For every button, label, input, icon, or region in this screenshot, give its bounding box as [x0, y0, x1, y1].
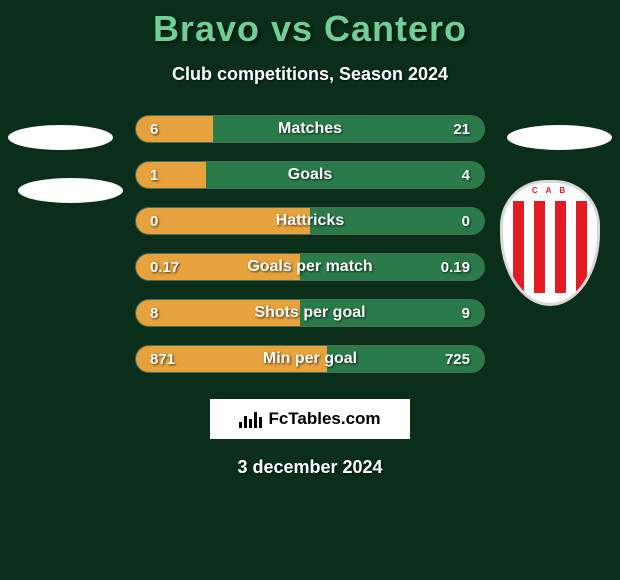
stat-label: Goals — [136, 166, 484, 184]
stat-row: 871725Min per goal — [135, 345, 485, 373]
stat-label: Shots per goal — [136, 304, 484, 322]
stat-label: Goals per match — [136, 258, 484, 276]
chart-bars-icon — [239, 410, 262, 428]
branding-badge: FcTables.com — [210, 399, 410, 439]
stat-label: Hattricks — [136, 212, 484, 230]
page-title: Bravo vs Cantero — [0, 0, 620, 50]
stat-row: 14Goals — [135, 161, 485, 189]
stat-label: Min per goal — [136, 350, 484, 368]
team-crest-right: C A B — [500, 180, 600, 306]
player-avatar-left — [18, 178, 123, 203]
crest-stripes — [513, 201, 587, 293]
stat-row: 621Matches — [135, 115, 485, 143]
stat-row: 89Shots per goal — [135, 299, 485, 327]
stat-label: Matches — [136, 120, 484, 138]
player-avatar-left — [8, 125, 113, 150]
stat-row: 0.170.19Goals per match — [135, 253, 485, 281]
branding-text: FcTables.com — [268, 409, 380, 429]
crest-text: C A B — [503, 186, 597, 195]
subtitle: Club competitions, Season 2024 — [0, 64, 620, 85]
stat-row: 00Hattricks — [135, 207, 485, 235]
date-label: 3 december 2024 — [0, 457, 620, 478]
stats-container: 621Matches 14Goals 00Hattricks 0.170.19Goal… — [135, 115, 485, 373]
player-avatar-right — [507, 125, 612, 150]
